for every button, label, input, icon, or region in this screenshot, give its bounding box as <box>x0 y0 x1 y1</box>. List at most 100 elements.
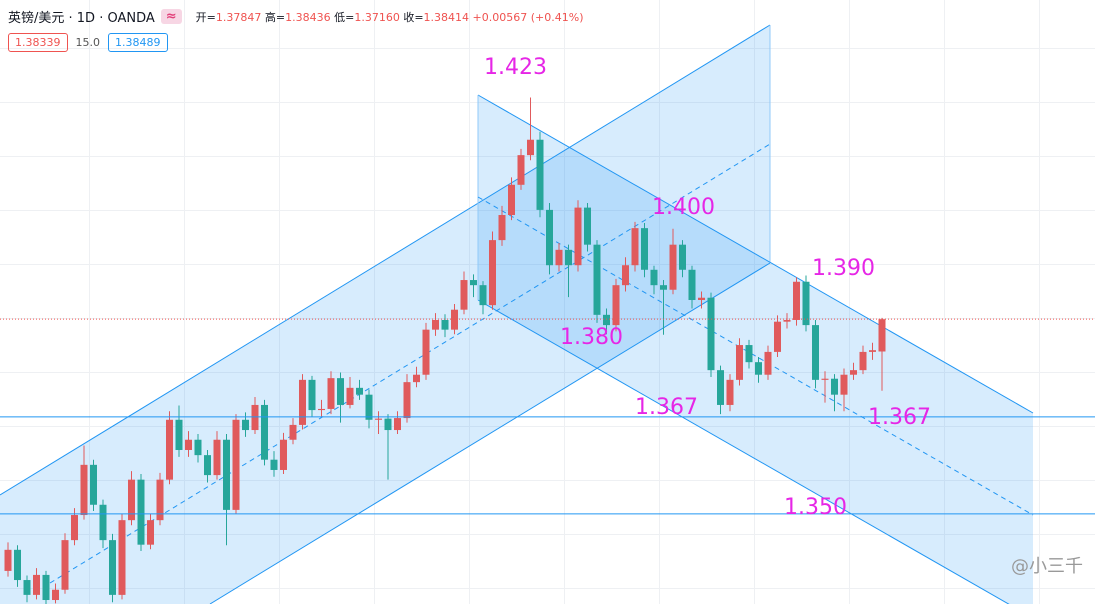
channel-fill <box>478 95 1033 604</box>
candle-body <box>669 244 677 290</box>
ohlc-label: 高= <box>264 10 286 24</box>
symbol: 英镑/美元 · 1D · OANDA <box>8 11 155 26</box>
candle-body <box>726 379 734 405</box>
header: 英镑/美元 · 1D · OANDA ≈ 开=1.37847 高=1.38436… <box>8 7 584 26</box>
candle-body <box>840 374 848 395</box>
candle-body <box>204 455 211 476</box>
candle-body <box>318 408 325 411</box>
candle-body <box>147 520 154 545</box>
price-annotation: 1.400 <box>652 195 715 220</box>
candle-body <box>489 240 496 306</box>
badge[interactable]: ≈ <box>160 9 182 24</box>
candle-body <box>432 319 439 330</box>
candle-body <box>23 580 31 595</box>
candle-body <box>346 387 354 405</box>
ask[interactable]: 1.38489 <box>108 33 168 52</box>
candle-body <box>679 244 686 270</box>
candle-body <box>707 297 715 371</box>
price-annotation: 1.380 <box>560 325 623 350</box>
channel-midline <box>49 143 771 584</box>
candle-body <box>574 207 582 266</box>
candle-body <box>783 319 791 322</box>
candle-body <box>337 378 344 405</box>
ohlc-label: 低= <box>334 10 355 24</box>
ohlc-label: 开= <box>195 10 216 24</box>
candle-body <box>517 155 525 185</box>
candle-body <box>479 285 487 306</box>
candle-body <box>764 351 772 375</box>
bid[interactable]: 1.38339 <box>8 33 68 52</box>
candle-body <box>242 419 249 431</box>
candle-body <box>498 215 506 241</box>
candle-body <box>612 285 620 326</box>
candle-body <box>831 378 838 395</box>
ohlc-value: 1.38414 <box>423 10 470 24</box>
candle-body <box>42 574 50 601</box>
candle-body <box>4 549 12 571</box>
candle-body <box>394 418 401 431</box>
channel-line <box>477 299 1010 604</box>
candle-body <box>422 329 430 375</box>
candle-body <box>850 370 857 375</box>
candle-body <box>631 228 639 266</box>
candle-body <box>109 540 116 595</box>
candle-body <box>156 479 164 521</box>
candle-body <box>584 207 591 245</box>
candle-body <box>802 281 810 326</box>
candle-body <box>878 319 886 352</box>
candle-body <box>99 504 107 541</box>
candle-body <box>118 520 126 595</box>
candle-body <box>641 228 648 270</box>
candle-body <box>213 439 221 476</box>
candle-body <box>755 362 762 375</box>
candle-body <box>384 418 392 431</box>
candle-body <box>508 184 515 216</box>
candle-body <box>460 280 468 310</box>
quote-row: 1.38339 15.0 1.38489 <box>8 33 168 52</box>
candle-body <box>413 374 420 383</box>
candle-body <box>375 418 382 420</box>
candle-body <box>308 379 316 411</box>
watermark: @小三千 <box>1011 556 1083 577</box>
candles <box>4 97 886 604</box>
candle-body <box>71 515 78 541</box>
candle-body <box>527 139 534 156</box>
candle-body <box>185 439 192 451</box>
candle-body <box>650 269 658 286</box>
candle-body <box>546 209 553 266</box>
channel-midline <box>477 196 1034 516</box>
price-annotation: 1.350 <box>784 495 847 520</box>
candle-body <box>698 297 705 301</box>
ohlc-value: 1.37847 <box>215 10 262 24</box>
candle-body <box>61 540 69 590</box>
candle-body <box>223 439 230 510</box>
candle-body <box>593 244 601 315</box>
candle-body <box>821 378 829 380</box>
candle-body <box>869 350 876 352</box>
ohlc-value: 1.37160 <box>354 10 400 24</box>
candle-body <box>137 479 145 545</box>
candle-body <box>80 464 88 516</box>
candle-body <box>774 321 781 352</box>
candle-body <box>232 419 240 510</box>
descending-channel <box>477 94 1034 604</box>
price-annotation: 1.423 <box>484 55 547 80</box>
candle-body <box>175 419 183 451</box>
candle-body <box>717 370 724 405</box>
candle-body <box>859 351 867 371</box>
channel-line <box>209 262 771 604</box>
candle-body <box>280 439 287 470</box>
candle-body <box>327 378 335 409</box>
candle-body <box>660 285 667 290</box>
candle-body <box>688 269 696 301</box>
candle-body <box>603 314 610 326</box>
candle-body <box>565 249 572 266</box>
candle-body <box>90 464 97 505</box>
price-annotation: 1.367 <box>635 395 698 420</box>
candle-body <box>441 319 449 330</box>
candle-body <box>555 249 563 266</box>
candle-body <box>33 574 40 595</box>
candle-body <box>166 419 173 480</box>
